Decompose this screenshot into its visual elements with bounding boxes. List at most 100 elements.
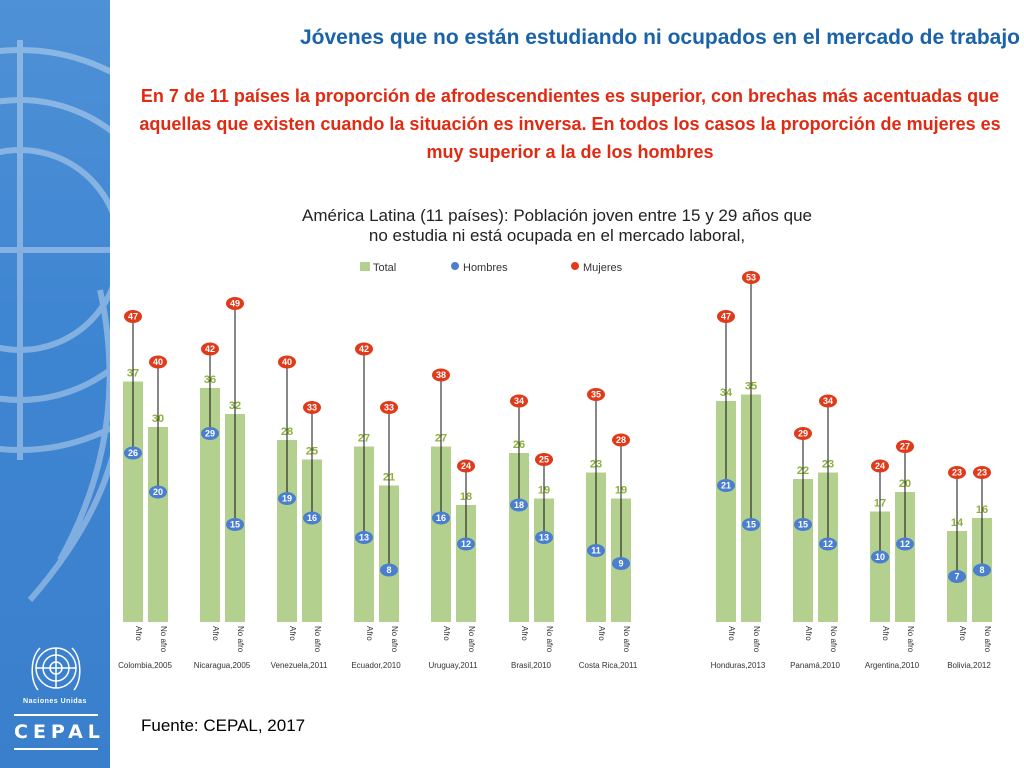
mujeres-value-label: 53 [746, 273, 756, 283]
page-subtitle: En 7 de 11 países la proporción de afrod… [139, 86, 1001, 162]
country-label: Panamá,2010 [790, 661, 840, 670]
hombres-value-label: 29 [205, 429, 215, 439]
legend-mujeres-label: Mujeres [583, 262, 623, 274]
total-value-label: 16 [976, 504, 988, 516]
bar-category-label: No afro [829, 626, 838, 653]
total-value-label: 22 [797, 465, 809, 477]
hombres-marker [355, 531, 373, 544]
hombres-marker [612, 557, 630, 570]
country-label: Venezuela,2011 [271, 661, 328, 670]
hombres-value-label: 20 [153, 487, 163, 497]
hombres-marker [587, 544, 605, 557]
bar-category-label: Afro [597, 626, 606, 641]
bar-category-label: No afro [390, 626, 399, 653]
mujeres-value-label: 23 [952, 468, 962, 478]
legend: Total Hombres Mujeres [360, 262, 623, 274]
total-value-label: 20 [899, 478, 911, 490]
country-label: Nicaragua,2005 [194, 661, 251, 670]
mujeres-marker [896, 440, 914, 453]
bar-category-label: No afro [752, 626, 761, 653]
total-value-label: 30 [152, 413, 164, 425]
total-value-label: 23 [590, 459, 602, 471]
hombres-value-label: 16 [436, 513, 446, 523]
mujeres-marker [226, 297, 244, 310]
hombres-marker [973, 563, 991, 577]
country-label: Ecuador,2010 [351, 661, 401, 670]
hombres-value-label: 11 [591, 546, 601, 556]
hombres-value-label: 8 [979, 565, 984, 575]
mujeres-value-label: 24 [875, 461, 885, 471]
legend-hombres-marker [451, 262, 459, 270]
mujeres-value-label: 47 [721, 312, 731, 322]
country-label: Argentina,2010 [865, 661, 920, 670]
hombres-value-label: 19 [282, 494, 292, 504]
mujeres-marker [612, 433, 630, 447]
mujeres-value-label: 49 [230, 299, 240, 309]
sidebar: Naciones Unidas CEPAL [0, 0, 110, 768]
country-label: Bolivia,2012 [947, 661, 991, 670]
total-value-label: 37 [127, 368, 139, 380]
bar-category-label: No afro [622, 626, 631, 653]
plot-area: 37 47 26 Afro 30 40 20 No afro Colombia,2005 36 42… [118, 271, 992, 670]
hombres-value-label: 15 [230, 520, 240, 530]
bar-category-label: No afro [159, 626, 168, 653]
hombres-marker [432, 511, 450, 525]
mujeres-marker [380, 401, 398, 414]
hombres-marker [819, 537, 837, 551]
hombres-value-label: 18 [514, 500, 524, 510]
total-value-label: 18 [460, 491, 472, 503]
hombres-marker [896, 537, 914, 551]
bar-total [456, 505, 476, 622]
bar-category-label: Afro [881, 626, 890, 641]
mujeres-value-label: 40 [282, 357, 292, 367]
hombres-value-label: 10 [875, 552, 885, 562]
hombres-value-label: 8 [386, 565, 391, 575]
source-note: Fuente: CEPAL, 2017 [141, 716, 306, 735]
un-logo-icon [31, 647, 81, 691]
total-value-label: 35 [745, 381, 757, 393]
mujeres-value-label: 34 [823, 396, 833, 406]
bar-category-label: No afro [906, 626, 915, 653]
bar-total [716, 401, 736, 622]
mujeres-marker [355, 342, 373, 356]
mujeres-marker [948, 466, 966, 479]
bar-total [302, 459, 322, 622]
hombres-value-label: 12 [461, 539, 471, 549]
mujeres-marker [742, 271, 760, 284]
hombres-marker [380, 563, 398, 577]
bar-category-label: Afro [520, 626, 529, 641]
hombres-marker [535, 531, 553, 544]
total-value-label: 23 [822, 459, 834, 471]
total-value-label: 27 [435, 433, 447, 445]
bar-category-label: Afro [804, 626, 813, 641]
hombres-marker [303, 511, 321, 525]
chart: América Latina (11 países): Población jo… [118, 206, 992, 670]
bar-category-label: Afro [365, 626, 374, 641]
bar-total [148, 427, 168, 622]
bar-category-label: Afro [958, 626, 967, 641]
bar-category-label: Afro [134, 626, 143, 641]
total-value-label: 26 [513, 439, 525, 451]
mujeres-marker [149, 355, 167, 369]
hombres-value-label: 13 [539, 533, 549, 543]
total-value-label: 19 [615, 485, 627, 497]
total-value-label: 28 [281, 426, 293, 438]
mujeres-marker [819, 394, 837, 408]
mujeres-marker [278, 355, 296, 369]
un-label: Naciones Unidas [23, 698, 87, 705]
bar-total [509, 453, 529, 622]
hombres-marker [149, 485, 167, 499]
mujeres-value-label: 33 [384, 403, 394, 413]
hombres-value-label: 21 [721, 481, 731, 491]
hombres-value-label: 16 [307, 513, 317, 523]
hombres-marker [201, 427, 219, 440]
mujeres-marker [871, 459, 889, 473]
country-label: Uruguay,2011 [428, 661, 478, 670]
bar-total [123, 381, 143, 622]
hombres-value-label: 15 [798, 520, 808, 530]
bar-category-label: Afro [727, 626, 736, 641]
mujeres-value-label: 28 [616, 435, 626, 445]
bar-total [534, 498, 554, 622]
hombres-marker [278, 492, 296, 505]
total-value-label: 36 [204, 374, 216, 386]
